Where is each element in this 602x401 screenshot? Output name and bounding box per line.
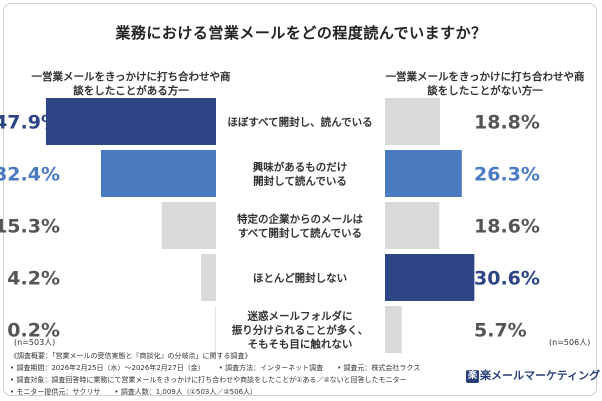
footnote-target: • 調査対象：調査回答時に業務にて営業メールをきっかけに打ち合わせや商談をしたこ… <box>10 376 407 384</box>
category-label-2-line-2: 開封して読んでいる <box>253 175 347 188</box>
footnote-period: • 調査期間：2026年2月25日（水）～2026年2月27日（金） <box>10 364 205 372</box>
value-label-left-1: 47.9% <box>0 112 60 134</box>
category-label-4-line-1: ほとんど開封しない <box>253 272 347 285</box>
footnote-row-1: • 調査期間：2026年2月25日（水）～2026年2月27日（金） • 調査方法… <box>10 362 465 374</box>
footnote-method: • 調査方法：インターネット調査 <box>218 364 324 372</box>
chart-title: 業務における営業メールをどの程度読んでいますか？ <box>115 24 487 42</box>
bar-right-5 <box>385 306 402 353</box>
brand-mark-icon: 楽 <box>466 369 479 383</box>
value-label-right-2: 26.3% <box>474 164 540 186</box>
category-label-2-line-1: 興味があるものだけ <box>253 161 348 174</box>
category-label-1-line-1: ほぼすべて開封し、読んでいる <box>227 116 372 129</box>
value-label-left-5: 0.2% <box>7 320 60 342</box>
category-label-3-line-2: すべて開封して読んでいる <box>238 227 362 240</box>
brand-logo: 楽楽メールマーケティング <box>466 367 600 383</box>
bar-right-4 <box>385 254 475 301</box>
group-left-label: 一営業メールをきっかけに打ち合わせや商談をしたことがある方一 <box>31 71 231 97</box>
footnote-row-3: • モニター提供元：サクリサ • 調査人数：1,009人（①503人／②506人） <box>10 386 465 398</box>
value-label-right-3: 18.6% <box>474 216 540 238</box>
bar-left-4 <box>201 254 216 301</box>
category-label-5-line-3: そもそも目に触れない <box>248 338 353 351</box>
sample-size-left: (n=503人) <box>14 338 56 347</box>
category-label-3-line-1: 特定の企業からのメールは <box>237 213 363 226</box>
value-label-left-4: 4.2% <box>7 268 60 290</box>
bar-left-3 <box>161 202 216 249</box>
value-label-right-1: 18.8% <box>474 112 540 134</box>
bar-right-1 <box>385 98 440 145</box>
group-right-label: 一営業メールをきっかけに打ち合わせや商談をしたことがない方一 <box>385 71 585 97</box>
footnote-sponsor: • 調査元：株式会社ラクス <box>337 364 421 372</box>
value-label-right-4: 30.6% <box>474 268 540 290</box>
bar-right-3 <box>385 202 440 249</box>
category-label-5-line-2: 振り分けられることが多く、 <box>232 324 369 337</box>
value-label-left-3: 15.3% <box>0 216 60 238</box>
brand-name: 楽メールマーケティング <box>480 369 601 382</box>
bar-left-2 <box>100 150 216 197</box>
footnote-count: • 調査人数：1,009人（①503人／②506人） <box>114 388 258 396</box>
survey-footnotes: 《調査概要：「営業メールの受信実態と『商談化』の分岐点」に関する調査》 • 調査… <box>10 350 465 398</box>
category-label-5-line-1: 迷惑メールフォルダに <box>247 310 353 323</box>
value-label-left-2: 32.4% <box>0 164 60 186</box>
footnote-heading: 《調査概要：「営業メールの受信実態と『商談化』の分岐点」に関する調査》 <box>10 352 252 360</box>
sample-size-right: (n=506人) <box>549 338 591 347</box>
footnote-provider: • モニター提供元：サクリサ <box>10 388 101 396</box>
value-label-right-5: 5.7% <box>474 320 527 342</box>
bar-right-2 <box>385 150 462 197</box>
card-frame <box>3 3 597 396</box>
bar-left-1 <box>45 98 216 145</box>
bar-left-5 <box>215 306 216 353</box>
